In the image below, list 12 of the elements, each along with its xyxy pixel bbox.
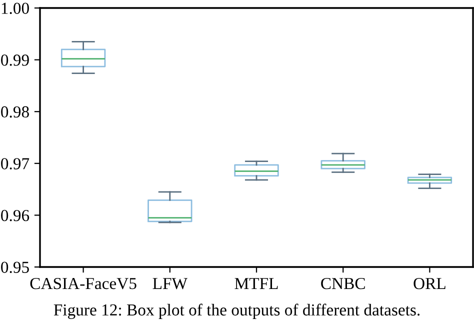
y-tick-label: 0.97 bbox=[1, 158, 30, 170]
x-tick-label: LFW bbox=[152, 278, 188, 290]
x-tick-label: ORL bbox=[414, 278, 446, 290]
y-tick-label: 0.98 bbox=[1, 106, 29, 118]
y-tick-label: 1.00 bbox=[2, 2, 29, 14]
caption: Figure 12: Box plot of the outputs of different datasets. bbox=[54, 304, 420, 319]
y-tick-label: 0.95 bbox=[1, 262, 29, 274]
x-tick-label: CNBC bbox=[321, 278, 365, 290]
y-tick-label: 0.99 bbox=[1, 54, 29, 66]
x-tick-label: CASIA-FaceV5 bbox=[30, 278, 136, 290]
x-tick-label: MTFL bbox=[234, 278, 278, 289]
y-tick-label: 0.96 bbox=[1, 210, 30, 222]
